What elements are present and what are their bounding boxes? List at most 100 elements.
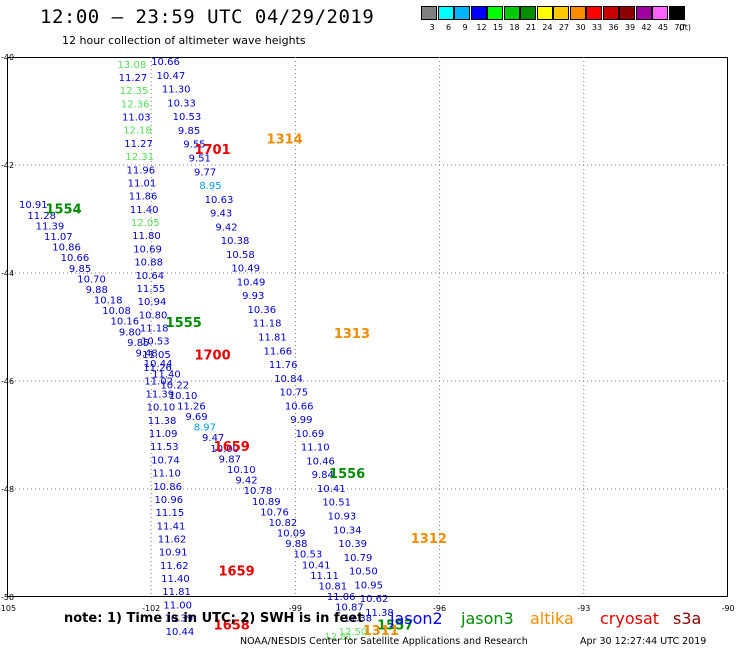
wave-height-value: 9.42 [235, 476, 257, 487]
wave-height-value: 11.26 [143, 363, 172, 374]
scale-swatch [503, 6, 520, 20]
wave-height-value: 9.87 [219, 454, 241, 465]
wave-height-value: 11.10 [152, 469, 181, 480]
map-frame [7, 57, 728, 597]
wave-height-value: 10.74 [151, 455, 180, 466]
wave-height-value: 10.81 [319, 582, 348, 593]
wave-height-value: 10.78 [244, 486, 273, 497]
scale-unit: (ft) [679, 23, 692, 32]
wave-height-value: 12.31 [125, 152, 154, 163]
wave-height-value: 11.15 [156, 508, 185, 519]
wave-height-value: 10.88 [134, 258, 163, 269]
wave-height-value: 10.84 [274, 374, 303, 385]
scale-label: 30 [575, 23, 586, 32]
pass-time-label: 1555 [166, 316, 202, 331]
scale-swatch [421, 6, 437, 20]
wave-height-value: 11.09 [149, 429, 178, 440]
wave-height-value: 10.66 [61, 253, 90, 264]
wave-height-value: 10.39 [338, 539, 367, 550]
scale-label: 27 [558, 23, 570, 32]
wave-height-value: 10.44 [144, 359, 173, 370]
legend-s3a: s3a [673, 609, 702, 628]
wave-height-value: 11.18 [140, 324, 169, 335]
scale-label: 42 [641, 23, 652, 32]
map-subtitle: 12 hour collection of altimeter wave hei… [62, 34, 306, 47]
pass-time-label: 1700 [194, 348, 230, 363]
wave-height-value: 10.08 [102, 306, 131, 317]
wave-height-value: 9.93 [242, 291, 264, 302]
wave-height-value: 9.99 [290, 415, 312, 426]
wave-height-value: 10.93 [328, 512, 357, 523]
wave-height-value: 10.79 [344, 553, 373, 564]
wave-height-value: 10.51 [322, 498, 351, 509]
wave-height-value: 11.38 [365, 608, 394, 619]
pass-time-label: 1314 [267, 132, 303, 147]
scale-swatch [668, 6, 685, 20]
wave-height-value: 11.27 [119, 73, 148, 84]
wave-height-value: 12.35 [120, 86, 149, 97]
wave-height-value: 10.16 [111, 317, 140, 328]
scale-swatch [470, 6, 487, 20]
wave-height-value: 9.85 [127, 338, 149, 349]
wave-height-value: 10.49 [231, 264, 260, 275]
wave-height-value: 9.42 [215, 222, 237, 233]
wave-height-value: 9.77 [194, 167, 216, 178]
wave-height-value: 9.51 [189, 153, 211, 164]
scale-swatch [520, 6, 536, 20]
scale-label: 9 [462, 23, 468, 32]
wave-height-value: 10.66 [151, 57, 180, 68]
scale-label: 45 [657, 23, 669, 32]
wave-height-value: 10.75 [280, 388, 309, 399]
pass-time-label: 12.50 [339, 627, 368, 638]
lat-tick-label: -44 [1, 269, 14, 278]
scale-label: 21 [525, 23, 537, 32]
scale-label: 39 [624, 23, 636, 32]
wave-height-value: 9.85 [69, 264, 91, 275]
wave-height-value: 11.40 [161, 574, 190, 585]
lat-tick-label: -46 [1, 377, 14, 386]
wave-height-value: 10.62 [360, 594, 389, 605]
wave-height-value: 9.43 [210, 209, 232, 220]
scale-swatch [619, 6, 635, 20]
wave-height-value: 13.08 [118, 60, 147, 71]
wave-height-value: 10.86 [153, 482, 182, 493]
wave-height-value: 10.87 [335, 603, 364, 614]
scale-swatch [536, 6, 553, 20]
wave-height-value: 11.30 [162, 85, 191, 96]
wave-height-value: 10.94 [138, 297, 167, 308]
wave-height-value: 12.18 [123, 126, 152, 137]
wave-height-value: 11.41 [157, 521, 186, 532]
wave-height-value: 8.95 [199, 181, 221, 192]
wave-height-value: 10.69 [296, 429, 325, 440]
pass-time-label: 1311 [363, 624, 399, 639]
scale-swatch [454, 6, 470, 20]
wave-height-value: 10.70 [77, 274, 106, 285]
wave-height-value: 10.47 [157, 71, 186, 82]
scale-label: 24 [542, 23, 553, 32]
wave-height-value: 10.69 [133, 244, 162, 255]
wave-height-value: 9.47 [202, 433, 224, 444]
wave-height-value: 10.22 [160, 380, 189, 391]
wave-height-value: 10.46 [306, 456, 335, 467]
pass-time-label: 1659 [214, 440, 250, 455]
legend-cryosat: cryosat [600, 609, 660, 628]
wave-height-value: 10.53 [173, 112, 202, 123]
scale-label: 6 [445, 23, 452, 32]
wave-height-value: 10.86 [52, 243, 81, 254]
scale-label: 12 [476, 23, 487, 32]
lon-tick-label: -99 [289, 604, 302, 613]
wave-height-value: 11.38 [343, 613, 372, 624]
wave-height-value: 10.10 [147, 403, 176, 414]
wave-height-value: 10.36 [247, 305, 276, 316]
wave-height-value: 10.82 [269, 518, 298, 529]
wave-height-value: 10.10 [227, 465, 256, 476]
wave-height-value: 10.53 [141, 337, 170, 348]
scale-swatch [635, 6, 652, 20]
wave-height-value: 10.33 [167, 98, 196, 109]
lon-tick-label: -90 [721, 604, 734, 613]
wave-height-value: 10.41 [317, 484, 346, 495]
pass-time-label: 1312 [411, 532, 447, 547]
wave-height-value: 11.86 [129, 192, 158, 203]
